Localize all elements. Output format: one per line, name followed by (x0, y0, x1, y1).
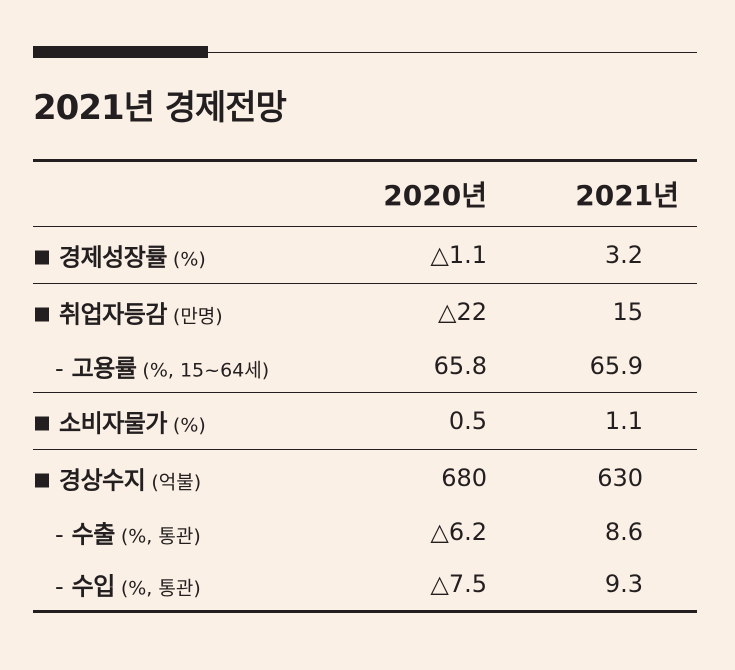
table-row: - 수출 (%, 통관) △6.2 8.6 (33, 506, 697, 558)
table-top-rule (33, 159, 697, 162)
title-accent-bar (33, 46, 208, 58)
title-rule (208, 52, 697, 53)
table-row: - 수입 (%, 통관) △7.5 9.3 (33, 558, 697, 610)
value-2021: 65.9 (589, 352, 643, 380)
value-2020: △6.2 (430, 518, 487, 546)
value-2020: 65.8 (433, 352, 487, 380)
row-name: 소비자물가 (59, 409, 167, 438)
row-unit: (억불) (151, 471, 202, 494)
sub-dash: - (55, 520, 64, 549)
table-row: 소비자물가 (%) 0.5 1.1 (33, 393, 697, 449)
bullet-square-icon (35, 307, 49, 322)
row-name: 취업자등감 (59, 300, 167, 329)
divider (33, 283, 697, 284)
row-name: 경상수지 (59, 466, 146, 495)
table-row: 경상수지 (억불) 680 630 (33, 450, 697, 506)
row-label: - 수출 (%, 통관) (55, 515, 201, 550)
table-bottom-rule (33, 610, 697, 613)
row-name: 수출 (71, 520, 116, 549)
page-title: 2021년 경제전망 (33, 88, 287, 128)
divider (33, 449, 697, 450)
value-2020: 680 (441, 464, 487, 492)
row-label: 경제성장률 (%) (35, 238, 206, 273)
row-label: 취업자등감 (만명) (35, 295, 223, 330)
row-unit: (%) (172, 414, 206, 437)
value-2020: △7.5 (430, 570, 487, 598)
value-2021: 15 (612, 298, 643, 326)
table-row: - 고용률 (%, 15~64세) 65.8 65.9 (33, 340, 697, 392)
table-row: 취업자등감 (만명) △22 15 (33, 284, 697, 340)
row-label: 소비자물가 (%) (35, 404, 206, 439)
value-2021: 630 (597, 464, 643, 492)
header-2021: 2021년 (575, 179, 679, 212)
value-2021: 3.2 (604, 241, 643, 269)
row-label: - 고용률 (%, 15~64세) (55, 349, 269, 384)
header-2020: 2020년 (383, 179, 487, 212)
sub-dash: - (55, 572, 64, 601)
row-unit: (만명) (172, 305, 223, 328)
value-2021: 1.1 (604, 407, 643, 435)
row-unit: (%) (172, 248, 206, 271)
value-2020: 0.5 (448, 407, 487, 435)
row-name: 경제성장률 (59, 243, 167, 272)
row-name: 수입 (71, 572, 116, 601)
table-header-row: 2020년 2021년 (33, 162, 697, 226)
value-2020: △22 (438, 298, 487, 326)
value-2021: 9.3 (604, 570, 643, 598)
forecast-table: 2020년 2021년 경제성장률 (%) △1.1 3.2 취업자등감 (만명) … (33, 159, 697, 613)
divider (33, 392, 697, 393)
bullet-square-icon (35, 250, 49, 265)
row-unit: (%, 통관) (120, 577, 201, 600)
divider (33, 226, 697, 227)
row-unit: (%, 15~64세) (142, 359, 270, 382)
table-row: 경제성장률 (%) △1.1 3.2 (33, 227, 697, 283)
row-unit: (%, 통관) (120, 525, 201, 548)
sub-dash: - (55, 354, 64, 383)
row-name: 고용률 (71, 354, 137, 383)
bullet-square-icon (35, 473, 49, 488)
bullet-square-icon (35, 416, 49, 431)
row-label: - 수입 (%, 통관) (55, 567, 201, 602)
row-label: 경상수지 (억불) (35, 461, 201, 496)
value-2021: 8.6 (604, 518, 643, 546)
value-2020: △1.1 (430, 241, 487, 269)
